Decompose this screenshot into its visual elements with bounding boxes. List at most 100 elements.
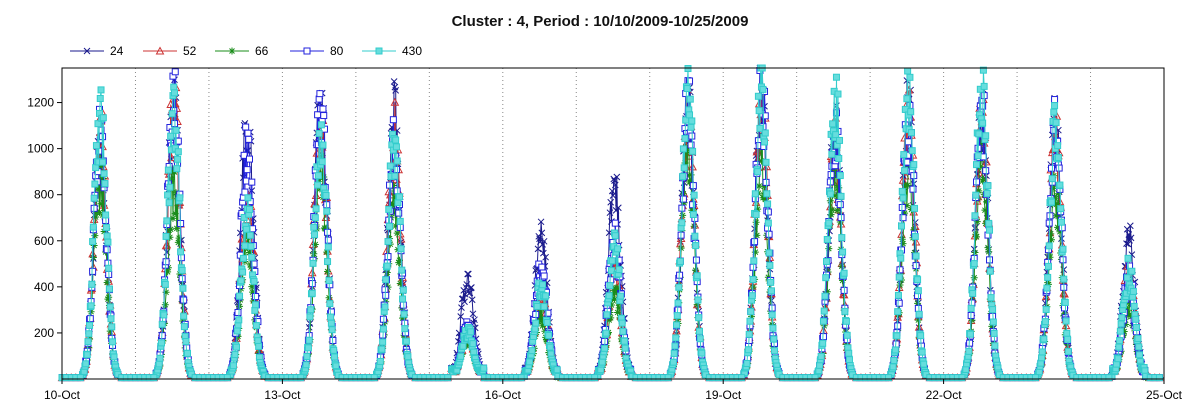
data-point-430 bbox=[252, 322, 260, 330]
data-point-66 bbox=[753, 231, 761, 239]
data-point-430 bbox=[673, 321, 681, 329]
data-point-430 bbox=[979, 119, 987, 127]
data-point-430 bbox=[1129, 287, 1137, 295]
data-point-430 bbox=[517, 374, 525, 382]
data-point-66 bbox=[1124, 309, 1132, 317]
data-point-430 bbox=[845, 356, 853, 364]
data-point-430 bbox=[686, 95, 694, 103]
data-point-430 bbox=[1114, 355, 1122, 363]
data-point-430 bbox=[983, 189, 991, 197]
data-point-24 bbox=[610, 175, 618, 183]
data-point-430 bbox=[543, 318, 551, 326]
data-point-66 bbox=[175, 234, 183, 242]
data-point-430 bbox=[394, 199, 402, 207]
data-point-430 bbox=[823, 235, 831, 243]
data-point-80 bbox=[245, 135, 253, 143]
data-point-430 bbox=[379, 338, 387, 346]
data-point-430 bbox=[839, 248, 847, 256]
data-point-430 bbox=[314, 181, 322, 189]
data-point-430 bbox=[618, 319, 626, 327]
data-point-430 bbox=[324, 258, 332, 266]
data-point-24 bbox=[537, 218, 545, 226]
data-point-430 bbox=[319, 141, 327, 149]
data-point-430 bbox=[907, 129, 915, 137]
data-point-430 bbox=[750, 257, 758, 265]
data-point-430 bbox=[399, 286, 407, 294]
data-point-430 bbox=[973, 161, 981, 169]
data-point-430 bbox=[251, 306, 259, 314]
data-point-430 bbox=[1045, 242, 1053, 250]
data-point-430 bbox=[829, 120, 837, 128]
data-point-430 bbox=[393, 157, 401, 165]
data-point-430 bbox=[180, 323, 188, 331]
data-point-430 bbox=[107, 315, 115, 323]
data-point-66 bbox=[968, 316, 976, 324]
data-point-66 bbox=[106, 327, 114, 335]
data-point-430 bbox=[245, 205, 253, 213]
data-point-66 bbox=[536, 308, 544, 316]
data-point-430 bbox=[184, 349, 192, 357]
chart-title: Cluster : 4, Period : 10/10/2009-10/25/2… bbox=[452, 13, 749, 30]
data-point-430 bbox=[397, 245, 405, 253]
data-point-66 bbox=[90, 241, 98, 249]
data-point-430 bbox=[326, 300, 334, 308]
data-point-430 bbox=[542, 292, 550, 300]
data-point-430 bbox=[980, 82, 988, 90]
data-point-66 bbox=[92, 213, 100, 221]
data-point-430 bbox=[109, 338, 117, 346]
data-point-80 bbox=[316, 90, 324, 98]
data-point-430 bbox=[1048, 198, 1056, 206]
data-point-430 bbox=[696, 335, 704, 343]
data-point-80 bbox=[250, 260, 258, 268]
data-point-430 bbox=[885, 374, 892, 382]
data-point-430 bbox=[904, 67, 912, 75]
data-point-430 bbox=[912, 252, 920, 260]
data-point-80 bbox=[904, 138, 912, 146]
data-point-430 bbox=[1105, 374, 1113, 382]
data-point-430 bbox=[601, 344, 609, 352]
data-point-24 bbox=[457, 313, 465, 320]
data-point-66 bbox=[395, 256, 403, 264]
data-point-66 bbox=[970, 274, 978, 282]
data-point-66 bbox=[979, 177, 987, 185]
data-point-430 bbox=[695, 314, 703, 322]
data-point-430 bbox=[1054, 142, 1062, 150]
data-point-430 bbox=[480, 364, 488, 372]
data-point-430 bbox=[897, 254, 905, 262]
data-point-430 bbox=[382, 276, 390, 284]
data-point-430 bbox=[94, 120, 102, 128]
data-point-66 bbox=[842, 340, 850, 348]
data-point-430 bbox=[370, 374, 378, 382]
data-point-66 bbox=[751, 248, 759, 256]
legend-item-52: 52 bbox=[143, 44, 197, 58]
data-point-430 bbox=[837, 192, 845, 200]
data-point-66 bbox=[903, 202, 911, 210]
data-point-66 bbox=[248, 283, 256, 291]
data-point-66 bbox=[1126, 298, 1134, 306]
data-point-430 bbox=[679, 172, 687, 180]
data-point-430 bbox=[83, 351, 91, 359]
data-point-430 bbox=[754, 168, 762, 176]
data-point-430 bbox=[607, 267, 615, 275]
data-point-66 bbox=[162, 288, 170, 296]
data-point-430 bbox=[402, 337, 410, 345]
data-point-52 bbox=[390, 97, 400, 106]
data-point-80 bbox=[89, 267, 97, 275]
data-point-430 bbox=[1135, 343, 1143, 351]
data-point-66 bbox=[167, 175, 175, 183]
data-point-430 bbox=[401, 325, 409, 333]
legend-marker bbox=[155, 46, 165, 55]
data-point-66 bbox=[1056, 228, 1064, 236]
data-point-66 bbox=[831, 192, 839, 200]
data-point-430 bbox=[82, 360, 90, 368]
data-point-430 bbox=[162, 232, 170, 240]
data-point-430 bbox=[457, 352, 465, 360]
legend: 24 52 66 80 430 bbox=[70, 44, 422, 58]
data-point-66 bbox=[1044, 280, 1052, 288]
data-point-430 bbox=[322, 191, 330, 199]
data-point-430 bbox=[767, 278, 775, 286]
data-point-430 bbox=[309, 259, 317, 267]
data-point-430 bbox=[1118, 314, 1126, 322]
data-point-66 bbox=[681, 159, 689, 167]
data-point-66 bbox=[826, 197, 834, 205]
